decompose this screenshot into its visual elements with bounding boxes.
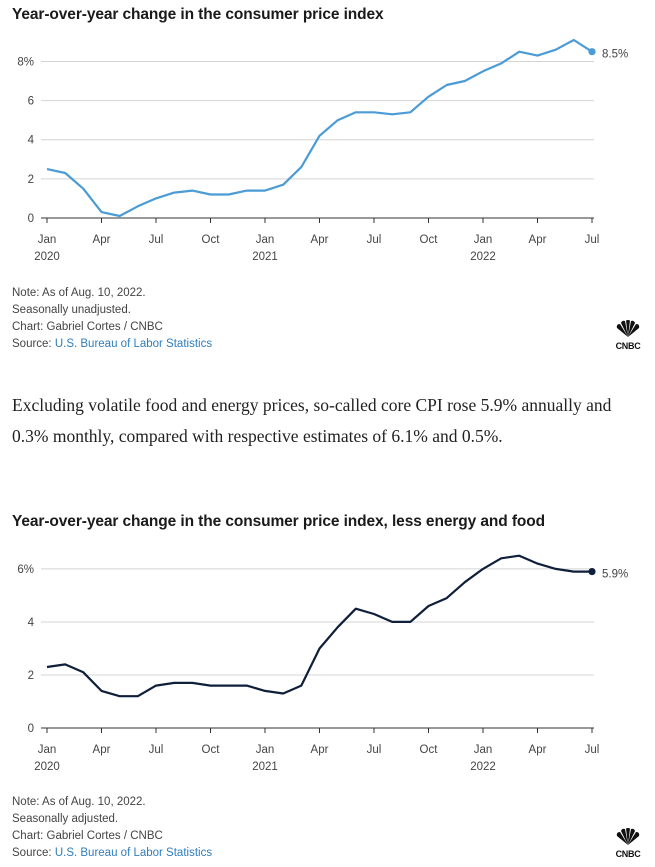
chart-title: Year-over-year change in the consumer pr… bbox=[12, 513, 546, 530]
y-tick-label: 4 bbox=[28, 135, 35, 147]
cpi-line-chart: 0 2 4 6 8% Jan 2020 Apr Jul Oct Jan 2021 Apr Jul Oct Ja… bbox=[17, 38, 628, 263]
note-credit: Chart: Gabriel Cortes / CNBC bbox=[12, 830, 163, 842]
y-tick-label: 2 bbox=[28, 670, 34, 682]
x-tick-label: Jul bbox=[367, 744, 382, 756]
x-tick-label: Apr bbox=[529, 744, 547, 756]
x-tick-label: Jul bbox=[585, 234, 600, 246]
cnbc-logo: CNBC bbox=[613, 320, 643, 351]
x-tick-label: Apr bbox=[311, 744, 329, 756]
logo-wordmark: CNBC bbox=[615, 849, 641, 859]
x-tick-label: Apr bbox=[529, 234, 547, 246]
note-date: Note: As of Aug. 10, 2022. bbox=[12, 796, 146, 808]
x-tick-label: Jul bbox=[585, 744, 600, 756]
x-tick-label: Jan bbox=[38, 234, 57, 246]
source-prefix: Source: bbox=[12, 338, 55, 350]
series-line bbox=[46, 38, 593, 218]
x-tick-year-label: 2020 bbox=[34, 251, 60, 263]
logo-wordmark: CNBC bbox=[615, 341, 641, 351]
series-line bbox=[46, 554, 592, 698]
y-tick-label: 0 bbox=[28, 213, 34, 225]
x-tick-year-label: 2020 bbox=[34, 761, 60, 773]
x-tick-label: Jan bbox=[474, 744, 493, 756]
article-paragraph: Excluding volatile food and energy price… bbox=[12, 395, 612, 446]
x-tick-label: Jan bbox=[474, 234, 493, 246]
source-link[interactable]: U.S. Bureau of Labor Statistics bbox=[54, 338, 213, 350]
end-value-label: 8.5% bbox=[602, 49, 628, 61]
note-credit: Chart: Gabriel Cortes / CNBC bbox=[12, 321, 163, 333]
chart-title: Year-over-year change in the consumer pr… bbox=[12, 6, 384, 23]
x-tick-label: Jan bbox=[256, 234, 275, 246]
x-tick-year-label: 2021 bbox=[252, 251, 278, 263]
x-tick-year-label: 2022 bbox=[470, 251, 496, 263]
end-point bbox=[588, 567, 596, 576]
chart-notes: Note: As of Aug. 10, 2022. Seasonally ad… bbox=[12, 794, 212, 862]
peacock-icon bbox=[616, 828, 640, 845]
x-tick-label: Oct bbox=[420, 744, 439, 756]
x-tick-label: Apr bbox=[93, 744, 111, 756]
x-tick-label: Oct bbox=[202, 744, 221, 756]
source-link[interactable]: U.S. Bureau of Labor Statistics bbox=[54, 847, 213, 859]
y-tick-label: 8% bbox=[17, 56, 34, 68]
x-tick-label: Jul bbox=[149, 744, 164, 756]
note-date: Note: As of Aug. 10, 2022. bbox=[12, 287, 146, 299]
note-source: Source: U.S. Bureau of Labor Statistics bbox=[12, 336, 212, 353]
x-tick-label: Oct bbox=[202, 234, 221, 246]
chart-notes: Note: As of Aug. 10, 2022. Seasonally un… bbox=[12, 285, 212, 353]
x-tick-label: Apr bbox=[311, 234, 329, 246]
note-source: Source: U.S. Bureau of Labor Statistics bbox=[12, 845, 212, 862]
x-tick-label: Jan bbox=[256, 744, 275, 756]
note-adjustment: Seasonally unadjusted. bbox=[12, 304, 131, 316]
y-tick-label: 6% bbox=[17, 564, 34, 576]
x-tick-year-label: 2021 bbox=[252, 761, 278, 773]
x-tick-label: Jul bbox=[367, 234, 382, 246]
source-prefix: Source: bbox=[12, 847, 55, 859]
peacock-icon bbox=[616, 320, 640, 337]
y-tick-label: 4 bbox=[28, 617, 35, 629]
x-tick-label: Jul bbox=[149, 234, 164, 246]
y-tick-label: 6 bbox=[28, 96, 34, 108]
x-tick-label: Apr bbox=[93, 234, 111, 246]
end-value-label: 5.9% bbox=[602, 569, 628, 581]
cnbc-logo: CNBC bbox=[613, 828, 643, 859]
x-tick-year-label: 2022 bbox=[470, 761, 496, 773]
core-cpi-line-chart: 0 2 4 6% Jan 2020 Apr Jul Oct Jan 2021 Apr Jul Oct Jan… bbox=[17, 554, 628, 773]
y-tick-label: 2 bbox=[28, 174, 34, 186]
y-tick-label: 0 bbox=[28, 723, 34, 735]
note-adjustment: Seasonally adjusted. bbox=[12, 813, 119, 825]
x-tick-label: Jan bbox=[38, 744, 57, 756]
end-point bbox=[588, 48, 596, 56]
x-tick-label: Oct bbox=[420, 234, 439, 246]
